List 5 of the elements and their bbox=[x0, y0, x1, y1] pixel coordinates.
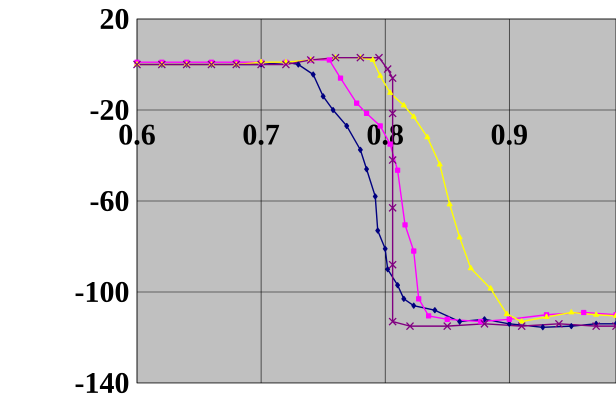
y-tick-label: 20 bbox=[100, 8, 128, 30]
y-tick-label: -60 bbox=[90, 190, 128, 212]
y-tick-label: -100 bbox=[76, 282, 128, 302]
y-tick-label: -20 bbox=[90, 100, 128, 120]
y-tick-label: -140 bbox=[76, 372, 128, 394]
